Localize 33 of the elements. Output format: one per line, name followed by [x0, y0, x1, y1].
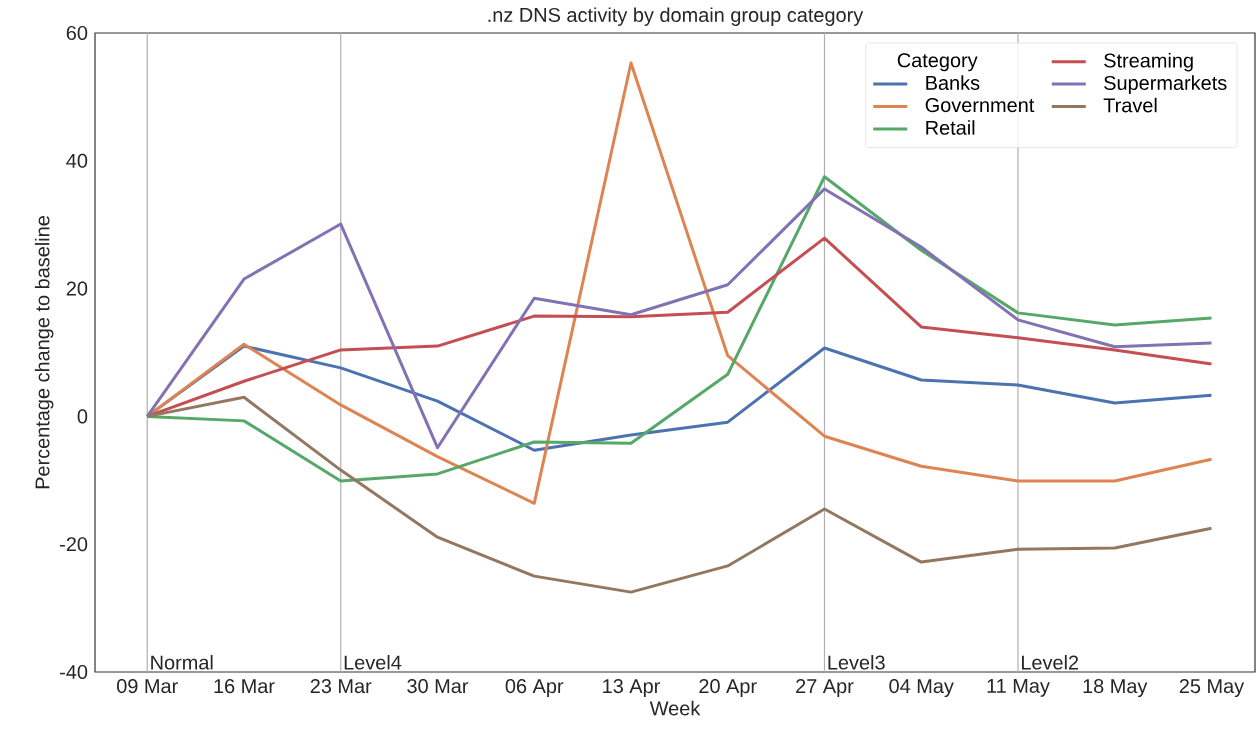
y-tick-label: 20	[66, 281, 88, 296]
x-tick-label: 25 May	[1179, 679, 1245, 698]
x-tick-label: 11 May	[987, 679, 1050, 697]
line-series	[145, 395, 1213, 594]
y-tick-label: 40	[66, 153, 88, 168]
y-axis-title: Percentage change to baseline	[34, 216, 54, 489]
legend-label: Streaming	[1104, 52, 1193, 72]
x-tick-label: 27 Apr	[796, 679, 854, 698]
ref-line-label: Level3	[828, 654, 885, 670]
y-tick-label: -20	[60, 537, 88, 552]
x-tick-label: 30 Mar	[407, 679, 469, 694]
x-tick-label: 16 Mar	[214, 679, 275, 694]
legend-label: Government	[925, 98, 1035, 113]
x-axis-title: Week	[649, 700, 701, 716]
chart-title: .nz DNS activity by domain group category	[488, 7, 864, 26]
ref-line-label: Level4	[344, 654, 402, 670]
x-tick-label: 20 Apr	[699, 679, 757, 698]
y-tick-label: -40	[60, 664, 88, 680]
legend-label: Retail	[926, 120, 975, 135]
legend-label: Supermarkets	[1104, 75, 1227, 94]
x-tick-label: 06 Apr	[505, 679, 564, 698]
legend-label: Travel	[1103, 97, 1157, 113]
y-tick-label: 0	[77, 409, 88, 424]
x-tick-label: 09 Mar	[117, 679, 178, 694]
legend-label: Banks	[926, 75, 980, 90]
x-tick-label: 04 May	[889, 679, 954, 698]
x-tick-label: 13 Apr	[603, 679, 660, 698]
x-tick-label: 18 May	[1083, 679, 1148, 698]
legend-title: Category	[897, 53, 978, 72]
y-tick-label: 60	[66, 25, 88, 41]
ref-line-label: Level2	[1021, 654, 1079, 670]
ref-line-label: Normal	[151, 654, 213, 670]
x-tick-label: 23 Mar	[310, 679, 372, 694]
